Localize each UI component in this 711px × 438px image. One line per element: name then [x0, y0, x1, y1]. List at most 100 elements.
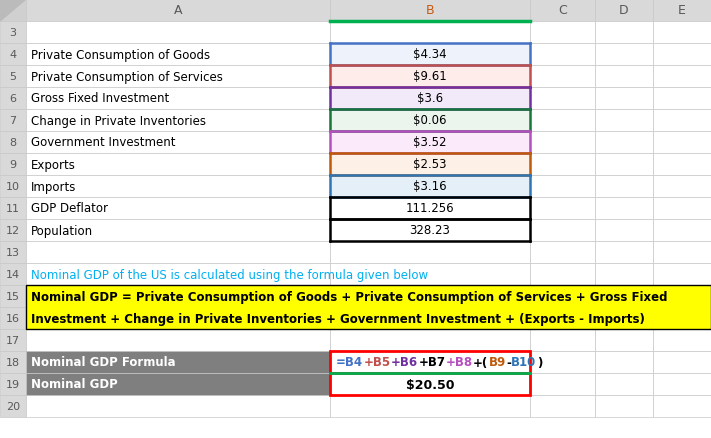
- Bar: [330, 198, 530, 219]
- Text: 111.256: 111.256: [406, 202, 454, 215]
- Text: 12: 12: [6, 226, 20, 236]
- Bar: [26, 0, 330, 22]
- Text: +B5: +B5: [363, 356, 390, 369]
- Bar: [26, 22, 330, 44]
- Bar: [330, 373, 530, 395]
- Bar: [330, 154, 530, 176]
- Text: 5: 5: [9, 72, 16, 82]
- Bar: [530, 395, 595, 417]
- Bar: [26, 110, 330, 132]
- Bar: [26, 285, 330, 307]
- Text: 7: 7: [9, 116, 16, 126]
- Text: 10: 10: [6, 182, 20, 191]
- Bar: [595, 373, 653, 395]
- Bar: [653, 263, 711, 285]
- Bar: [26, 198, 330, 219]
- Bar: [26, 176, 330, 198]
- Text: C: C: [558, 4, 567, 18]
- Text: Investment + Change in Private Inventories + Government Investment + (Exports - : Investment + Change in Private Inventori…: [31, 312, 645, 325]
- Text: Exports: Exports: [31, 158, 76, 171]
- Text: Gross Fixed Investment: Gross Fixed Investment: [31, 92, 169, 105]
- Text: +B8: +B8: [446, 356, 473, 369]
- Bar: [330, 176, 530, 198]
- Bar: [330, 44, 530, 66]
- Bar: [653, 329, 711, 351]
- Bar: [0, 66, 26, 88]
- Bar: [0, 395, 26, 417]
- Bar: [26, 351, 330, 373]
- Bar: [330, 351, 530, 373]
- Bar: [653, 22, 711, 44]
- Text: $20.50: $20.50: [406, 378, 454, 391]
- Text: Nominal GDP: Nominal GDP: [31, 378, 118, 391]
- Bar: [26, 241, 330, 263]
- Bar: [595, 176, 653, 198]
- Text: Nominal GDP Formula: Nominal GDP Formula: [31, 356, 176, 369]
- Bar: [26, 307, 330, 329]
- Bar: [330, 88, 530, 110]
- Bar: [0, 198, 26, 219]
- Bar: [330, 351, 530, 373]
- Polygon shape: [0, 0, 26, 22]
- Text: Nominal GDP = Private Consumption of Goods + Private Consumption of Services + G: Nominal GDP = Private Consumption of Goo…: [31, 290, 668, 303]
- Text: $3.16: $3.16: [413, 180, 447, 193]
- Bar: [653, 285, 711, 307]
- Text: Imports: Imports: [31, 180, 76, 193]
- Bar: [530, 219, 595, 241]
- Bar: [26, 373, 330, 395]
- Bar: [595, 285, 653, 307]
- Bar: [530, 241, 595, 263]
- Bar: [595, 154, 653, 176]
- Text: 15: 15: [6, 291, 20, 301]
- Bar: [595, 0, 653, 22]
- Bar: [595, 132, 653, 154]
- Bar: [530, 154, 595, 176]
- Bar: [653, 241, 711, 263]
- Bar: [0, 88, 26, 110]
- Bar: [330, 22, 530, 44]
- Text: 11: 11: [6, 204, 20, 213]
- Text: 14: 14: [6, 269, 20, 279]
- Bar: [595, 241, 653, 263]
- Text: +B7: +B7: [418, 356, 445, 369]
- Bar: [653, 110, 711, 132]
- Bar: [330, 176, 530, 198]
- Bar: [26, 154, 330, 176]
- Bar: [26, 329, 330, 351]
- Bar: [653, 198, 711, 219]
- Text: Nominal GDP of the US is calculated using the formula given below: Nominal GDP of the US is calculated usin…: [31, 268, 428, 281]
- Bar: [330, 263, 530, 285]
- Bar: [653, 132, 711, 154]
- Text: 13: 13: [6, 247, 20, 258]
- Text: $4.34: $4.34: [413, 48, 447, 61]
- Bar: [595, 22, 653, 44]
- Bar: [0, 307, 26, 329]
- Bar: [330, 132, 530, 154]
- Bar: [530, 0, 595, 22]
- Bar: [0, 329, 26, 351]
- Bar: [0, 44, 26, 66]
- Text: $3.6: $3.6: [417, 92, 443, 105]
- Bar: [653, 44, 711, 66]
- Bar: [26, 263, 330, 285]
- Bar: [330, 395, 530, 417]
- Bar: [595, 219, 653, 241]
- Bar: [653, 395, 711, 417]
- Bar: [530, 263, 595, 285]
- Bar: [26, 44, 330, 66]
- Text: $3.52: $3.52: [413, 136, 447, 149]
- Bar: [530, 22, 595, 44]
- Bar: [530, 285, 595, 307]
- Bar: [530, 88, 595, 110]
- Bar: [330, 44, 530, 66]
- Bar: [26, 395, 330, 417]
- Bar: [595, 44, 653, 66]
- Bar: [330, 329, 530, 351]
- Bar: [0, 0, 26, 22]
- Bar: [653, 219, 711, 241]
- Bar: [0, 176, 26, 198]
- Text: -: -: [506, 356, 511, 369]
- Bar: [595, 198, 653, 219]
- Bar: [653, 351, 711, 373]
- Bar: [530, 329, 595, 351]
